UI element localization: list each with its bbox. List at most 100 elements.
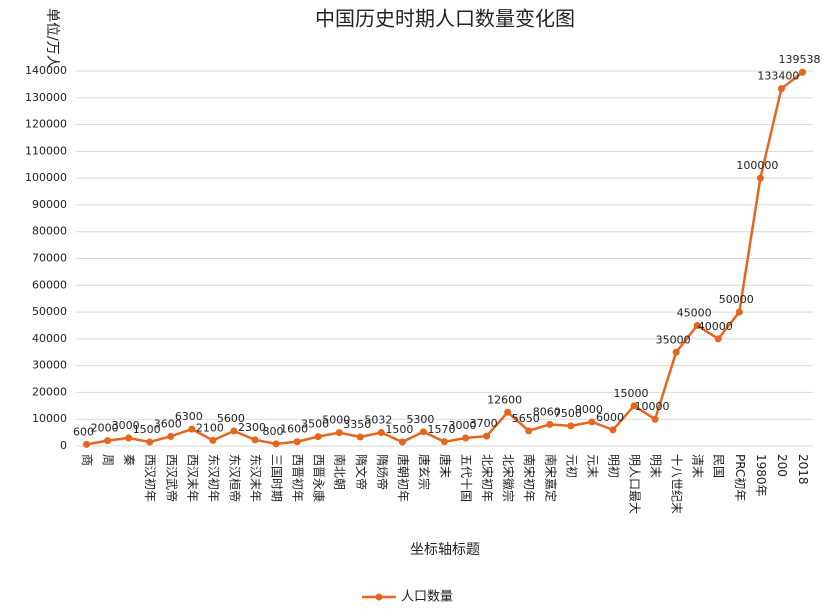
x-tick-label: 东汉桓帝 [227, 454, 242, 502]
x-tick-label: 北宋徽宗 [501, 454, 516, 502]
data-point [251, 436, 259, 444]
data-label: 2000 [91, 422, 119, 435]
y-tick-label: 0 [60, 439, 67, 452]
data-label: 1570 [428, 423, 456, 436]
data-label: 2100 [196, 421, 224, 434]
data-label: 100000 [736, 159, 778, 172]
data-point [798, 68, 806, 76]
legend-marker [375, 593, 383, 601]
data-label: 50000 [719, 293, 754, 306]
y-tick-label: 20000 [32, 385, 67, 398]
data-label: 8060 [533, 405, 561, 418]
data-point [209, 436, 217, 444]
data-label: 1500 [133, 423, 161, 436]
y-tick-label: 100000 [25, 171, 67, 184]
data-point [293, 438, 301, 446]
data-point [567, 422, 575, 430]
data-label: 12600 [487, 393, 522, 406]
x-tick-label: 周 [101, 454, 115, 466]
y-tick-label: 10000 [32, 412, 67, 425]
data-point [146, 438, 154, 446]
data-label: 9000 [575, 403, 603, 416]
data-label: 10000 [635, 400, 670, 413]
x-axis-title: 坐标轴标题 [410, 542, 480, 558]
data-label: 3500 [301, 418, 329, 431]
data-point [462, 434, 470, 442]
x-tick-label: 南宋嘉定 [543, 454, 558, 502]
data-point [735, 308, 743, 316]
y-tick-label: 120000 [25, 118, 67, 131]
data-point [377, 429, 385, 437]
data-label: 40000 [698, 320, 733, 333]
x-tick-label: 200 [775, 454, 789, 477]
data-label: 3000 [449, 419, 477, 432]
data-point [693, 321, 701, 329]
x-tick-label: 唐朝初年 [396, 454, 411, 502]
y-tick-label: 40000 [32, 332, 67, 345]
x-tick-label: 明末 [649, 454, 663, 478]
data-point [672, 348, 680, 356]
data-point [651, 415, 659, 423]
x-tick-label: 西晋初年 [291, 454, 305, 502]
data-point [314, 433, 322, 441]
x-tick-label: PRC初年 [733, 454, 747, 501]
x-tick-label: 南宋初年 [522, 454, 537, 502]
x-tick-label: 秦 [122, 454, 136, 466]
data-point [714, 335, 722, 343]
data-point [167, 432, 175, 440]
data-point [441, 438, 448, 446]
data-label: 139538 [778, 53, 820, 66]
data-point [588, 418, 596, 426]
x-tick-label: 西汉末年 [185, 454, 199, 502]
x-tick-label: 五代十国 [459, 454, 473, 502]
data-label: 5000 [322, 414, 350, 427]
x-tick-label: 明人口最大 [628, 454, 642, 514]
data-point [419, 428, 427, 436]
y-tick-label: 60000 [32, 278, 67, 291]
y-tick-label: 90000 [32, 198, 67, 211]
legend-label: 人口数量 [401, 590, 453, 605]
data-label: 5032 [364, 414, 392, 427]
data-label: 7500 [554, 407, 582, 420]
x-tick-label: 西汉武帝 [164, 454, 179, 502]
y-tick-label: 30000 [32, 359, 67, 372]
data-label: 5300 [406, 413, 434, 426]
data-point [504, 408, 512, 416]
x-tick-label: 民国 [712, 454, 726, 478]
x-tick-label: 三国时期 [270, 454, 284, 502]
data-label: 800 [263, 425, 284, 438]
y-tick-label: 110000 [25, 144, 67, 157]
x-tick-label: 1980年 [754, 454, 768, 497]
data-point [335, 429, 343, 437]
data-point [125, 434, 133, 442]
data-label: 15000 [614, 387, 649, 400]
data-point [398, 438, 406, 446]
data-label: 35000 [656, 333, 691, 346]
x-tick-label: 商 [80, 454, 95, 466]
data-point [483, 432, 491, 440]
data-point [272, 440, 280, 448]
data-point [777, 85, 785, 93]
x-tick-label: 元末 [585, 454, 599, 478]
data-label: 133400 [757, 70, 799, 83]
data-label: 1500 [385, 423, 413, 436]
data-point [756, 174, 764, 182]
data-point [525, 427, 533, 435]
data-point [356, 433, 364, 441]
x-tick-label: 隋炀帝 [375, 454, 390, 490]
x-tick-label: 西汉初年 [143, 454, 157, 502]
data-label: 2300 [238, 421, 266, 434]
x-tick-label: 唐玄宗 [417, 454, 432, 490]
data-label: 6000 [596, 411, 624, 424]
data-label: 5600 [217, 412, 245, 425]
data-label: 3700 [470, 417, 498, 430]
data-point [630, 402, 638, 410]
x-tick-label: 东汉初年 [206, 454, 220, 502]
x-tick-label: 唐末 [438, 454, 453, 478]
data-label: 6300 [175, 410, 203, 423]
data-point [104, 437, 112, 445]
x-tick-label: 2018 [796, 454, 810, 485]
x-tick-label: 清末 [691, 454, 705, 478]
y-tick-label: 50000 [32, 305, 67, 318]
